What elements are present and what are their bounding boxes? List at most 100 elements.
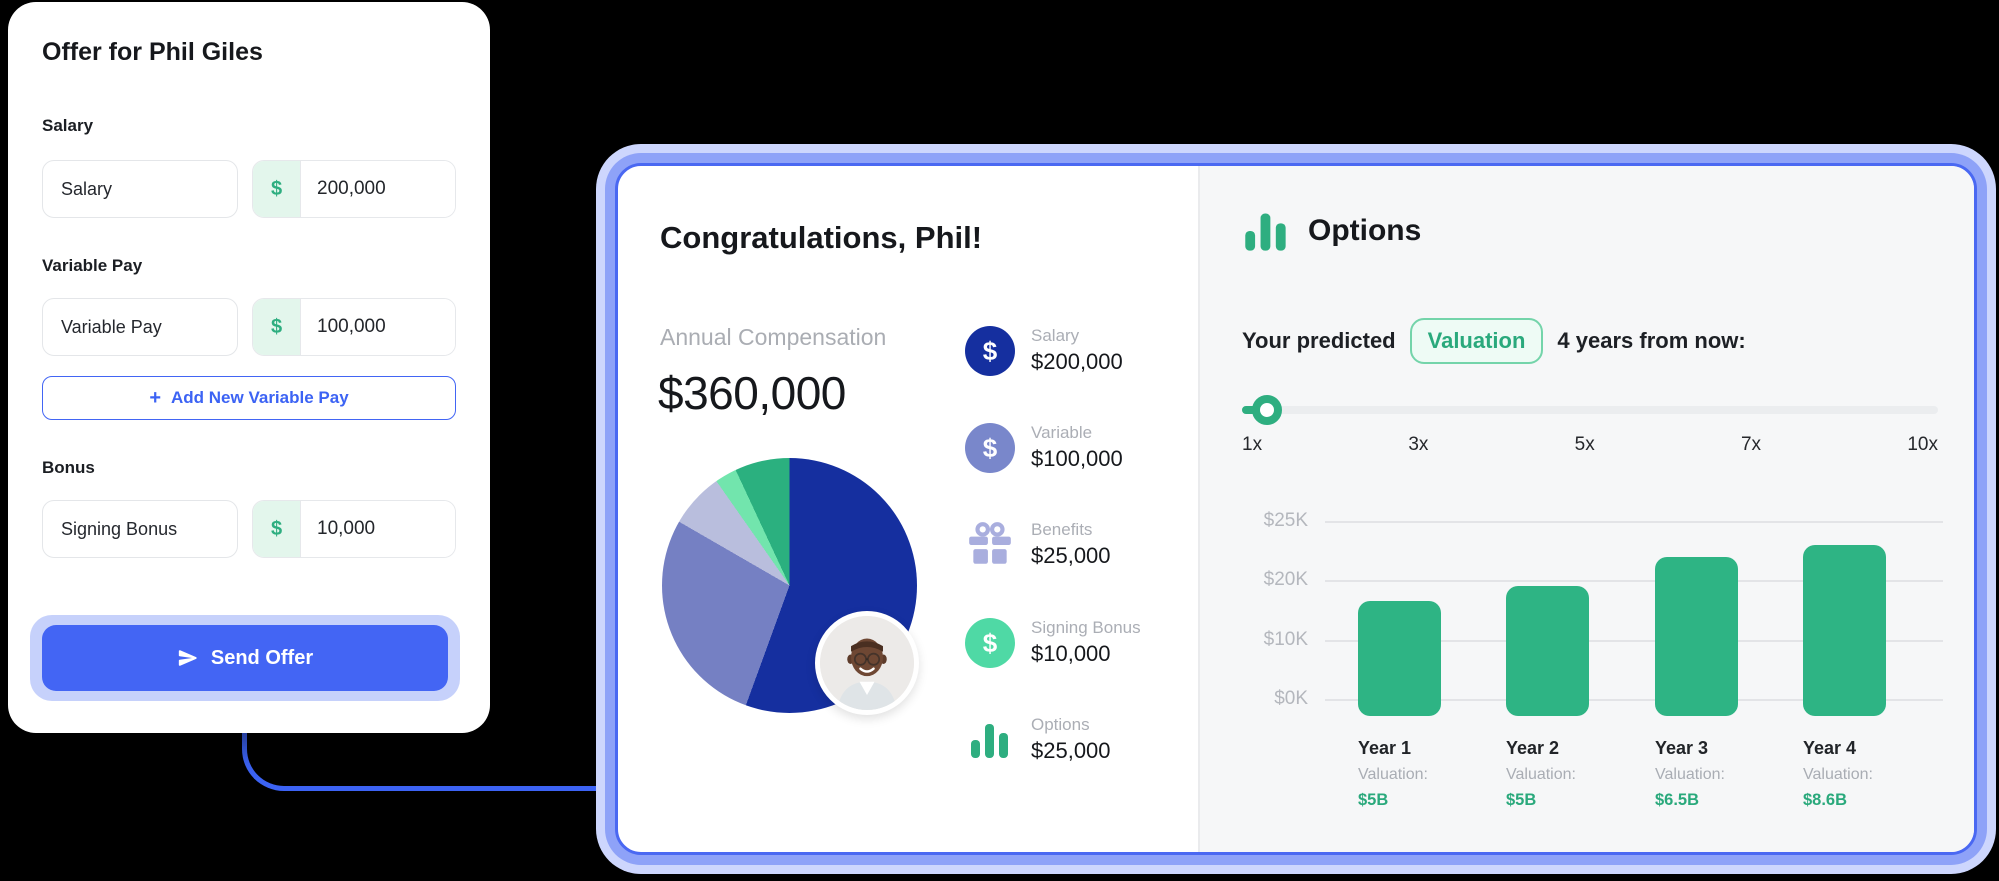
offer-preview-card: Congratulations, Phil! Annual Compensati… [615, 163, 1977, 855]
comp-item-value: $25,000 [1031, 543, 1111, 568]
bar-category-label: Year 4 [1803, 738, 1857, 758]
send-plane-icon [178, 650, 197, 666]
dollar-prefix-icon: $ [253, 161, 301, 217]
dollar-prefix-icon: $ [253, 299, 301, 355]
column-divider [1198, 166, 1200, 852]
bonus-amount-field: $ [252, 500, 456, 558]
gridline [1325, 521, 1943, 523]
bar-year-4 [1803, 545, 1886, 716]
slider-tick-3x: 3x [1408, 434, 1429, 455]
comp-item-label: Salary [1031, 326, 1080, 345]
bar-category-label: Year 2 [1506, 738, 1560, 758]
offer-form-panel: Offer for Phil Giles Salary $ Variable P… [8, 2, 490, 733]
variable-pay-amount-field: $ [252, 298, 456, 356]
avatar-photo-placeholder [820, 616, 914, 710]
variable-pay-amount-input[interactable] [301, 299, 455, 355]
valuation-caption: Valuation: [1506, 766, 1576, 783]
comp-item-value: $25,000 [1031, 738, 1111, 763]
comp-item-signing-bonus: $ Signing Bonus $10,000 [965, 618, 1141, 668]
comp-item-value: $200,000 [1031, 349, 1123, 374]
gridline [1325, 699, 1943, 701]
slider-tick-10x: 10x [1907, 434, 1938, 455]
options-header: Options [1242, 208, 1421, 254]
y-axis-label: $25K [1263, 510, 1308, 531]
comp-item-value: $10,000 [1031, 641, 1111, 666]
dollar-prefix-icon: $ [253, 501, 301, 557]
variable-pay-row: $ [42, 298, 456, 356]
comp-item-label: Benefits [1031, 520, 1093, 539]
comp-item-salary: $ Salary $200,000 [965, 326, 1123, 376]
bonus-row: $ [42, 500, 456, 558]
options-bar-chart: $25K $20K $10K $0K Year 1 Valuation: $5B Year 2… [1200, 166, 1974, 852]
bar-chart-icon [1245, 213, 1286, 251]
slider-tick-7x: 7x [1740, 434, 1762, 455]
avatar [815, 611, 919, 715]
comp-item-variable: $ Variable $100,000 [965, 423, 1123, 473]
annual-compensation-label: Annual Compensation [660, 324, 887, 350]
comp-item-options: Options $25,000 [965, 715, 1111, 765]
valuation-caption: Valuation: [1358, 766, 1428, 783]
form-title: Offer for Phil Giles [42, 38, 263, 66]
comp-item-label: Variable [1031, 423, 1093, 442]
send-offer-label: Send Offer [210, 646, 314, 669]
y-axis-label: $20K [1263, 569, 1308, 591]
salary-row: $ [42, 160, 456, 218]
gift-icon [965, 520, 1015, 570]
comp-item-value: $100,000 [1031, 446, 1123, 471]
gridline [1325, 639, 1943, 642]
predicted-suffix: 4 years from now: [1557, 328, 1746, 353]
bonus-label: Bonus [42, 458, 95, 477]
y-axis-label: $10K [1263, 628, 1308, 650]
salary-amount-field: $ [252, 160, 456, 218]
y-axis-label: $0K [1274, 688, 1308, 709]
slider-tick-labels: 1x 3x 5x 7x 10x [1242, 434, 1938, 456]
slider-tick-5x: 5x [1574, 434, 1595, 455]
bar-year-3 [1655, 557, 1738, 716]
signing-bonus-dollar-icon: $ [965, 618, 1015, 668]
connector-line [242, 690, 615, 791]
add-new-variable-pay-button[interactable]: + Add New Variable Pay [42, 376, 456, 420]
gridline [1325, 580, 1943, 583]
predicted-row: Your predicted Valuation 4 years from no… [1242, 318, 1746, 364]
slider-tick-1x: 1x [1242, 434, 1263, 455]
valuation-pill-button[interactable]: Valuation [1409, 318, 1544, 364]
bar-category-label: Year 1 [1358, 738, 1412, 758]
bar-footer-4: Year 4 Valuation: $8.6B [1803, 738, 1873, 810]
comp-item-label: Signing Bonus [1031, 618, 1141, 637]
salary-label: Salary [42, 116, 94, 135]
comp-item-benefits: Benefits $25,000 [965, 520, 1111, 570]
bar-category-label: Year 3 [1655, 738, 1709, 758]
bar-footer-2: Year 2 Valuation: $5B [1506, 738, 1576, 810]
valuation-value: $5B [1358, 791, 1389, 809]
send-offer-focus-ring: Send Offer [30, 615, 460, 701]
valuation-caption: Valuation: [1803, 766, 1873, 783]
bonus-name-input[interactable] [42, 500, 238, 558]
valuation-value: $6.5B [1655, 791, 1700, 809]
plus-icon: + [149, 387, 162, 409]
congrats-heading: Congratulations, Phil! [660, 220, 983, 255]
salary-dollar-icon: $ [965, 326, 1015, 376]
variable-pay-label: Variable Pay [42, 256, 143, 275]
valuation-value: $5B [1506, 791, 1537, 809]
bonus-amount-input[interactable] [301, 501, 455, 557]
salary-name-input[interactable] [42, 160, 238, 218]
valuation-caption: Valuation: [1655, 766, 1725, 783]
comp-item-label: Options [1031, 715, 1090, 734]
multiplier-slider-track[interactable] [1242, 395, 1938, 425]
annual-compensation-value: $360,000 [658, 367, 846, 419]
add-button-label: Add New Variable Pay [171, 388, 349, 407]
variable-pay-name-input[interactable] [42, 298, 238, 356]
bar-year-1 [1358, 601, 1441, 716]
predicted-prefix: Your predicted [1242, 328, 1396, 353]
bar-footer-1: Year 1 Valuation: $5B [1358, 738, 1428, 810]
variable-dollar-icon: $ [965, 423, 1015, 473]
send-offer-button[interactable]: Send Offer [42, 625, 448, 691]
bar-footer-3: Year 3 Valuation: $6.5B [1655, 738, 1725, 810]
slider-thumb[interactable] [1252, 395, 1282, 425]
valuation-value: $8.6B [1803, 791, 1848, 809]
bar-year-2 [1506, 586, 1589, 716]
options-title: Options [1308, 214, 1422, 247]
salary-amount-input[interactable] [301, 161, 455, 217]
congrats-section: Congratulations, Phil! Annual Compensati… [618, 166, 1198, 852]
options-bars-icon [965, 715, 1015, 765]
